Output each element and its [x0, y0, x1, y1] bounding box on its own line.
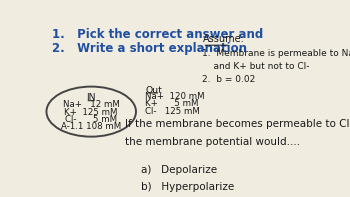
Text: Na+   12 mM: Na+ 12 mM: [63, 100, 120, 109]
Text: and K+ but not to Cl-: and K+ but not to Cl-: [202, 61, 310, 71]
Text: Assume:: Assume:: [202, 34, 244, 44]
Text: the membrane potential would....: the membrane potential would....: [125, 138, 300, 147]
Text: Cl-      5 mM: Cl- 5 mM: [65, 115, 117, 124]
Text: If the membrane becomes permeable to Cl-,: If the membrane becomes permeable to Cl-…: [125, 119, 350, 129]
Text: 1.  Membrane is permeable to Na+: 1. Membrane is permeable to Na+: [202, 49, 350, 59]
Text: IN: IN: [86, 93, 96, 102]
Text: K+  125 mM: K+ 125 mM: [64, 108, 118, 117]
Text: 2.   Write a short explanation: 2. Write a short explanation: [52, 42, 247, 55]
Text: a)   Depolarize: a) Depolarize: [141, 165, 217, 175]
Text: A-1.1 108 mM: A-1.1 108 mM: [61, 122, 121, 131]
Text: 2.  b = 0.02: 2. b = 0.02: [202, 75, 256, 84]
Text: b)   Hyperpolarize: b) Hyperpolarize: [141, 182, 234, 192]
Text: Cl-   125 mM: Cl- 125 mM: [146, 107, 200, 115]
Text: K+      5 mM: K+ 5 mM: [146, 99, 199, 108]
Text: Na+  120 mM: Na+ 120 mM: [146, 92, 205, 101]
Text: 1.   Pick the correct answer and: 1. Pick the correct answer and: [52, 28, 263, 41]
Text: Out: Out: [146, 86, 162, 95]
